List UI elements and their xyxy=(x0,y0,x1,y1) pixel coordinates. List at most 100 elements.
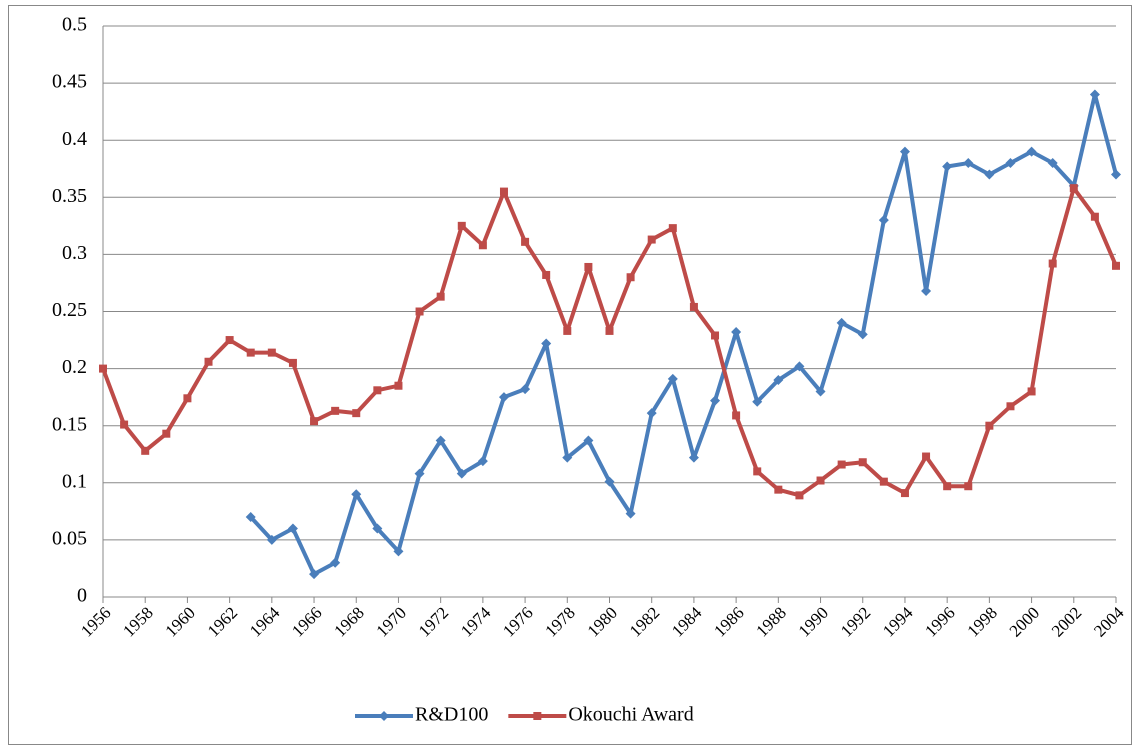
point xyxy=(266,534,277,545)
point xyxy=(330,557,341,568)
point xyxy=(584,262,593,271)
point xyxy=(753,467,762,476)
point xyxy=(373,386,382,395)
point xyxy=(668,224,677,233)
point xyxy=(604,476,615,487)
point xyxy=(942,161,953,172)
y-tick-label: 0.4 xyxy=(62,128,87,150)
point xyxy=(351,489,362,500)
point xyxy=(394,381,403,390)
point xyxy=(245,512,256,523)
point xyxy=(331,406,340,415)
point xyxy=(478,241,487,250)
y-tick-label: 0.5 xyxy=(62,14,87,36)
point xyxy=(605,326,614,335)
y-tick-label: 0.45 xyxy=(52,71,87,93)
point xyxy=(964,482,973,491)
point xyxy=(773,375,784,386)
point xyxy=(562,452,573,463)
point xyxy=(246,348,255,357)
point xyxy=(857,329,868,340)
point xyxy=(732,411,741,420)
series-line xyxy=(249,92,1118,577)
point xyxy=(352,409,361,418)
point xyxy=(309,569,320,580)
point xyxy=(120,420,129,429)
point xyxy=(1027,387,1036,396)
y-tick-label: 0.2 xyxy=(62,356,87,378)
point xyxy=(1005,158,1016,169)
point xyxy=(267,348,276,357)
point xyxy=(626,273,635,282)
legend-item: R&D100 xyxy=(355,704,488,726)
point xyxy=(542,270,551,279)
point xyxy=(795,491,804,500)
point xyxy=(922,452,931,461)
legend-label: R&D100 xyxy=(415,704,488,726)
point xyxy=(774,485,783,494)
point xyxy=(816,476,825,485)
chart-border xyxy=(8,5,1132,745)
point xyxy=(99,364,107,373)
point xyxy=(1048,259,1057,268)
point xyxy=(1047,158,1058,169)
point xyxy=(752,396,763,407)
point xyxy=(456,468,467,479)
y-tick-label: 0.3 xyxy=(62,242,87,264)
point xyxy=(435,435,446,446)
point xyxy=(310,417,319,426)
point xyxy=(837,460,846,469)
point xyxy=(1089,89,1100,100)
point xyxy=(183,394,192,403)
point xyxy=(879,477,888,486)
y-tick-label: 0.25 xyxy=(52,299,87,321)
point xyxy=(499,187,508,196)
point xyxy=(984,169,995,180)
point xyxy=(521,237,530,246)
point xyxy=(1112,261,1120,270)
point xyxy=(1090,212,1099,221)
point xyxy=(710,395,721,406)
point xyxy=(900,489,909,498)
point xyxy=(457,221,466,230)
y-tick-label: 0 xyxy=(77,585,87,607)
legend-item: Okouchi Award xyxy=(508,704,694,726)
point xyxy=(731,327,742,338)
point xyxy=(858,458,867,467)
legend-label: Okouchi Award xyxy=(568,704,693,726)
point xyxy=(563,326,572,335)
point xyxy=(225,336,234,345)
point xyxy=(393,546,404,557)
legend-marker xyxy=(379,711,389,721)
point xyxy=(1006,402,1015,411)
point xyxy=(288,358,297,367)
point xyxy=(414,468,425,479)
point xyxy=(162,429,171,438)
point xyxy=(711,331,720,340)
point xyxy=(985,421,994,430)
point xyxy=(204,357,213,366)
point xyxy=(477,456,488,467)
point xyxy=(921,285,932,296)
point xyxy=(943,482,952,491)
point xyxy=(1069,184,1078,193)
point xyxy=(646,408,657,419)
y-tick-label: 0.15 xyxy=(52,413,87,435)
point xyxy=(625,508,636,519)
point xyxy=(141,446,150,455)
point xyxy=(667,373,678,384)
point xyxy=(372,523,383,534)
y-tick-label: 0.35 xyxy=(52,185,87,207)
point xyxy=(963,158,974,169)
point xyxy=(1111,169,1121,180)
point xyxy=(815,386,826,397)
point xyxy=(541,338,552,349)
point xyxy=(794,361,805,372)
y-tick-label: 0.1 xyxy=(62,470,87,492)
point xyxy=(688,452,699,463)
point xyxy=(899,146,910,157)
point xyxy=(436,292,445,301)
point xyxy=(647,235,656,244)
point xyxy=(1026,146,1037,157)
point xyxy=(520,384,531,395)
